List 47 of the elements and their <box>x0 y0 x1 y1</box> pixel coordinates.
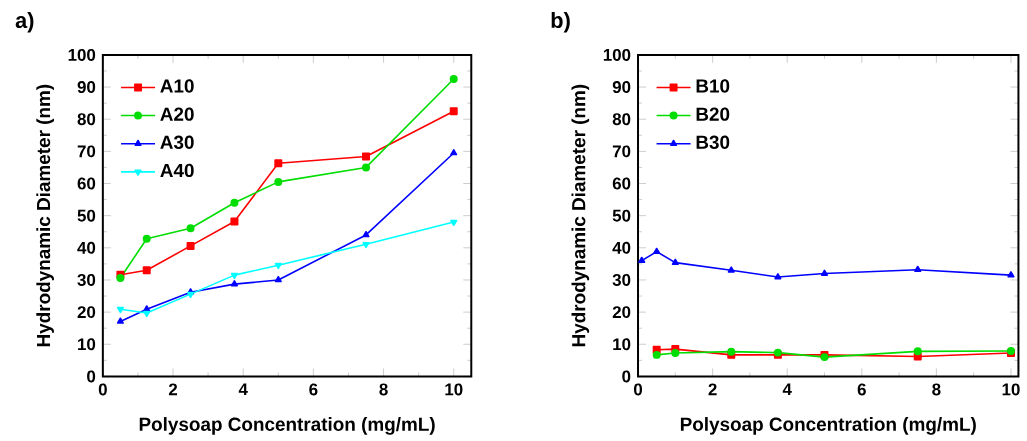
chart-title: a) <box>15 11 34 33</box>
y-tick-label: 30 <box>612 273 631 286</box>
y-tick-label: 80 <box>77 113 96 125</box>
x-tick-label: 8 <box>932 383 941 396</box>
x-tick-label: 8 <box>379 383 388 396</box>
y-tick-label: 100 <box>603 48 631 61</box>
y-tick-label: 80 <box>612 113 631 125</box>
legend-label: A30 <box>160 135 194 149</box>
y-tick-label: 60 <box>77 177 96 190</box>
y-tick-label: 60 <box>612 177 631 190</box>
x-axis-title: Polysoap Concentration (mg/mL) <box>680 416 976 435</box>
y-tick-label: 20 <box>77 305 96 318</box>
y-tick-label: 90 <box>612 80 631 93</box>
y-tick-label: 70 <box>77 145 96 158</box>
legend-label: A20 <box>160 107 194 121</box>
legend-label: B10 <box>696 79 730 93</box>
x-tick-label: 6 <box>857 383 866 396</box>
y-tick-label: 90 <box>77 80 96 93</box>
y-tick-label: 50 <box>612 209 631 222</box>
y-tick-label: 10 <box>613 338 631 351</box>
y-tick-label: 10 <box>78 338 96 351</box>
legend-label: A40 <box>160 163 194 177</box>
y-tick-label: 0 <box>87 370 96 383</box>
x-tick-label: 0 <box>633 383 643 396</box>
y-tick-label: 0 <box>622 370 631 383</box>
y-tick-label: 70 <box>612 145 631 158</box>
x-tick-label: 0 <box>98 383 107 396</box>
x-tick-label: 10 <box>1002 383 1020 396</box>
x-tick-label: 10 <box>445 383 463 396</box>
y-tick-label: 20 <box>612 305 631 318</box>
x-tick-label: 4 <box>782 383 792 395</box>
y-tick-label: 40 <box>77 241 96 254</box>
legend-label: A10 <box>160 79 194 93</box>
y-axis-title: Hydrodynamic Diameter (nm) <box>36 84 54 346</box>
y-tick-label: 30 <box>77 273 96 286</box>
y-tick-label: 40 <box>612 241 631 254</box>
y-tick-label: 50 <box>77 209 96 222</box>
x-axis-title: Polysoap Concentration (mg/mL) <box>139 416 435 435</box>
x-tick-label: 2 <box>708 383 717 396</box>
y-axis-title: Hydrodynamic Diameter (nm) <box>571 84 590 346</box>
x-tick-label: 6 <box>309 383 318 396</box>
chart-title: b) <box>551 11 570 33</box>
legend-label: B30 <box>696 135 730 149</box>
x-tick-label: 2 <box>168 383 178 396</box>
y-tick-label: 100 <box>68 48 96 61</box>
x-tick-label: 4 <box>238 383 248 395</box>
legend-label: B20 <box>696 107 730 121</box>
